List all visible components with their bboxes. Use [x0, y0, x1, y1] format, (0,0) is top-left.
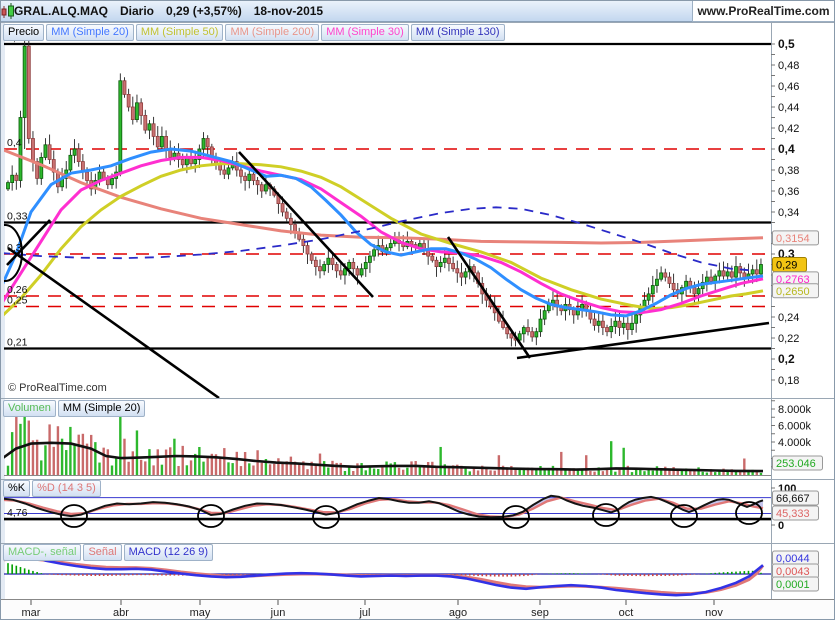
legend-tab-mm-simple-20-[interactable]: MM (Simple 20)	[46, 24, 134, 41]
macd-legend: MACD-, señal Señal MACD (12 26 9)	[3, 544, 214, 561]
symbol-name: GRAL.ALQ.MAQ	[14, 4, 108, 18]
svg-text:sep: sep	[531, 607, 549, 619]
svg-text:0,29: 0,29	[776, 260, 797, 272]
svg-text:© ProRealTime.com: © ProRealTime.com	[8, 382, 107, 394]
svg-text:oct: oct	[619, 607, 634, 619]
svg-text:4,76: 4,76	[7, 507, 28, 519]
svg-text:0,34: 0,34	[778, 207, 799, 219]
svg-text:0,0001: 0,0001	[776, 579, 810, 591]
svg-text:0,3: 0,3	[7, 242, 22, 254]
svg-text:0,2650: 0,2650	[776, 286, 810, 298]
legend-tab-mm-simple-30-[interactable]: MM (Simple 30)	[321, 24, 409, 41]
svg-text:0: 0	[778, 520, 784, 532]
svg-text:0,38: 0,38	[778, 165, 799, 177]
quote-date: 18-nov-2015	[253, 4, 324, 18]
svg-text:0,2: 0,2	[778, 352, 795, 366]
legend-tab-macd-se-al[interactable]: MACD-, señal	[3, 544, 82, 561]
svg-text:0,2763: 0,2763	[776, 274, 810, 286]
svg-text:45,333: 45,333	[776, 508, 810, 520]
svg-text:8.000k: 8.000k	[778, 404, 812, 416]
svg-text:0,4: 0,4	[778, 142, 795, 156]
svg-text:0,3154: 0,3154	[776, 233, 810, 245]
volume-legend: Volumen MM (Simple 20)	[3, 400, 146, 417]
svg-text:0,5: 0,5	[778, 37, 795, 51]
time-axis-labels: mar abr may jun jul ago sep oct nov	[22, 600, 723, 619]
price-legend: Precio MM (Simple 20) MM (Simple 50) MM (Si…	[3, 24, 505, 41]
svg-text:253.046: 253.046	[776, 458, 816, 470]
svg-text:abr: abr	[113, 607, 129, 619]
svg-text:66,667: 66,667	[776, 493, 810, 505]
website-link[interactable]: www.ProRealTime.com	[692, 1, 834, 22]
legend-tab-macd-12-26-9-[interactable]: MACD (12 26 9)	[123, 544, 214, 561]
svg-text:6.000k: 6.000k	[778, 421, 812, 433]
svg-text:0,46: 0,46	[778, 81, 799, 93]
svg-text:0,18: 0,18	[778, 375, 799, 387]
svg-text:jul: jul	[358, 607, 370, 619]
svg-text:0,0044: 0,0044	[776, 553, 810, 565]
stoch-legend: %K %D (14 3 5)	[3, 480, 101, 497]
svg-text:0,4: 0,4	[7, 137, 22, 149]
svg-text:4.000k: 4.000k	[778, 437, 812, 449]
price-chart-panel[interactable]: 0,5 0,4 0,33 0,3 0,260,25 0,21 © ProRealTime.c…	[1, 22, 835, 398]
legend-tab-volumen[interactable]: Volumen	[3, 400, 56, 417]
svg-text:0,33: 0,33	[7, 211, 28, 223]
svg-text:mar: mar	[22, 607, 41, 619]
legend-tab-se-al[interactable]: Señal	[83, 544, 122, 561]
svg-text:0,44: 0,44	[778, 102, 799, 114]
svg-text:0,36: 0,36	[778, 186, 799, 198]
svg-text:jun: jun	[270, 607, 286, 619]
legend-tab-mm-simple-200-[interactable]: MM (Simple 200)	[225, 24, 320, 41]
title-bar: GRAL.ALQ.MAQ Diario 0,29 (+3,57%) 18-nov…	[1, 1, 834, 22]
svg-text:0,24: 0,24	[778, 312, 799, 324]
svg-text:0,25: 0,25	[7, 295, 28, 307]
legend-tab-mm-simple-50-[interactable]: MM (Simple 50)	[135, 24, 224, 41]
svg-text:0,0043: 0,0043	[776, 566, 810, 578]
legend-tab-mm-simple-20-[interactable]: MM (Simple 20)	[57, 400, 146, 417]
svg-text:nov: nov	[705, 607, 723, 619]
legend-tab-precio[interactable]: Precio	[3, 24, 45, 41]
svg-text:0,26: 0,26	[7, 284, 28, 296]
legend-tab-mm-simple-130-[interactable]: MM (Simple 130)	[410, 24, 505, 41]
time-axis: mar abr may jun jul ago sep oct nov	[1, 599, 834, 619]
svg-text:0,21: 0,21	[7, 337, 28, 349]
last-quote: 0,29 (+3,57%)	[166, 4, 242, 18]
legend-tab-%k[interactable]: %K	[3, 480, 31, 497]
timeframe-label: Diario	[120, 4, 155, 18]
svg-text:0,48: 0,48	[778, 60, 799, 72]
svg-text:0,42: 0,42	[778, 123, 799, 135]
legend-tab-%d-14-3-5-[interactable]: %D (14 3 5)	[32, 480, 101, 497]
svg-text:ago: ago	[449, 607, 467, 619]
svg-text:0,22: 0,22	[778, 333, 799, 345]
svg-text:may: may	[190, 607, 211, 619]
